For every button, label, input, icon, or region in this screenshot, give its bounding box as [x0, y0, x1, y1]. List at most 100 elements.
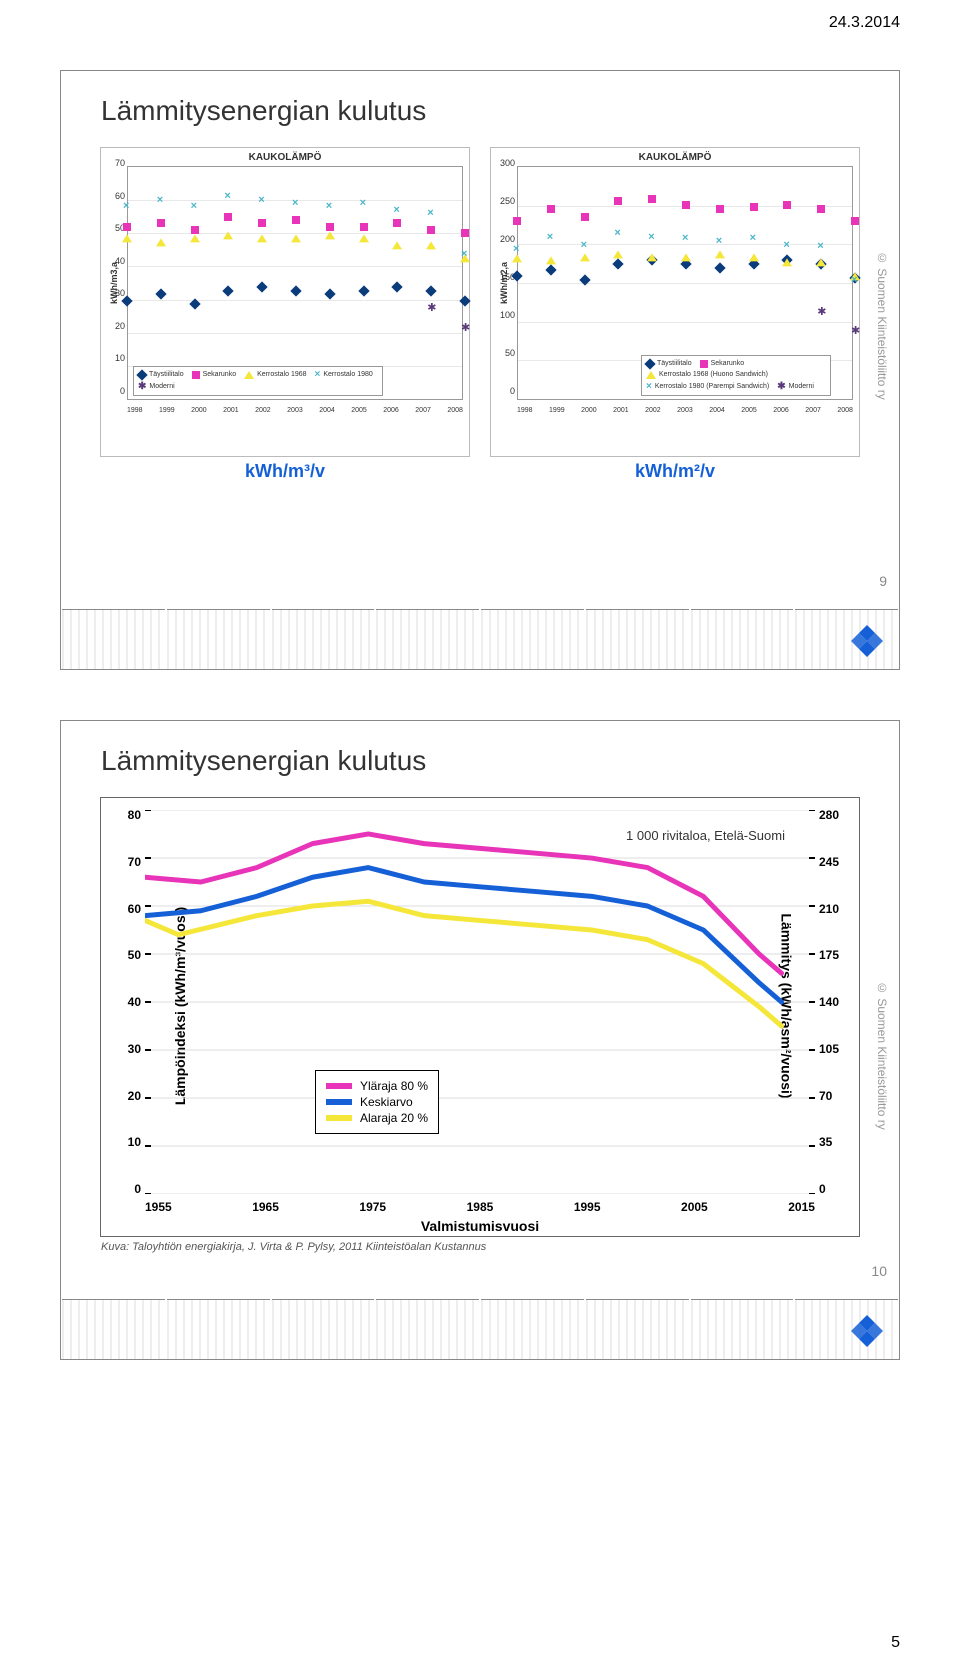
- data-point: [224, 213, 232, 221]
- data-point: [716, 205, 724, 213]
- big-chart-x-label: Valmistumisvuosi: [101, 1218, 859, 1234]
- slide-1: Lämmitysenergian kulutus © Suomen Kiinte…: [60, 70, 900, 670]
- y-axis-label: kWh/m3,a: [109, 262, 119, 304]
- chart-a-wrap: KAUKOLÄMPÖ706050403020100kWh/m3,a1998199…: [100, 147, 470, 482]
- page-date: 24.3.2014: [829, 14, 900, 32]
- data-point: [258, 219, 266, 227]
- data-point: [191, 226, 199, 234]
- big-chart: 80706050403020100 2802452101751401057035…: [100, 797, 860, 1237]
- chart-b-wrap: KAUKOLÄMPÖ300250200150100500kWh/m2,a1998…: [490, 147, 860, 482]
- data-point: [427, 226, 435, 234]
- big-chart-x-axis: 1955196519751985199520052015: [145, 1200, 815, 1214]
- big-chart-legend: Yläraja 80 %KeskiarvoAlaraja 20 %: [315, 1070, 439, 1134]
- data-point: ×: [648, 233, 656, 241]
- data-point: ×: [716, 237, 724, 245]
- data-point: [393, 219, 401, 227]
- data-point: [461, 229, 469, 237]
- data-point: [851, 217, 859, 225]
- data-point: ×: [461, 250, 469, 258]
- data-point: [749, 253, 759, 261]
- x-axis: 1998199920002001200220032004200520062007…: [127, 407, 463, 414]
- data-point: [326, 223, 334, 231]
- data-point: ✱: [427, 304, 435, 312]
- data-point: [512, 255, 522, 263]
- data-point: ×: [393, 206, 401, 214]
- data-point: ×: [224, 192, 232, 200]
- kiinteistoliitto-logo-icon: [849, 623, 885, 659]
- data-point: [581, 213, 589, 221]
- chart-title: KAUKOLÄMPÖ: [491, 148, 859, 163]
- chart-a-unit: kWh/m³/v: [100, 461, 470, 482]
- data-point: ×: [783, 241, 791, 249]
- data-point: ×: [851, 276, 859, 284]
- data-point: [513, 217, 521, 225]
- data-point: [750, 203, 758, 211]
- data-point: [715, 251, 725, 259]
- data-point: ×: [258, 196, 266, 204]
- data-point: ×: [326, 202, 334, 210]
- data-point: ×: [427, 209, 435, 217]
- slide1-number: 9: [879, 573, 887, 589]
- page-number: 5: [891, 1634, 900, 1652]
- slide2-copyright: © Suomen Kiinteistöliitto ry: [875, 981, 889, 1130]
- data-point: [546, 256, 556, 264]
- data-point: [292, 216, 300, 224]
- data-point: [647, 253, 657, 261]
- data-point: [392, 241, 402, 249]
- data-point: [426, 241, 436, 249]
- slide2-footer-decoration: [61, 1299, 899, 1359]
- big-chart-y-left: 80706050403020100: [101, 808, 141, 1196]
- big-chart-y-right: 28024521017514010570350: [819, 808, 859, 1196]
- data-point: [190, 235, 200, 243]
- data-point: [122, 235, 132, 243]
- series-line: [145, 834, 782, 973]
- legend: TäystiilitaloSekarunkoKerrostalo 1968×Ke…: [133, 366, 383, 396]
- y-axis-label: kWh/m2,a: [499, 262, 509, 304]
- data-point: ×: [123, 202, 131, 210]
- data-point: ×: [750, 234, 758, 242]
- data-point: [547, 205, 555, 213]
- data-point: ×: [614, 229, 622, 237]
- data-point: [325, 231, 335, 239]
- slide2-number: 10: [871, 1263, 887, 1279]
- data-point: [580, 253, 590, 261]
- data-point: ✱: [817, 308, 825, 316]
- x-axis: 1998199920002001200220032004200520062007…: [517, 407, 853, 414]
- data-point: [291, 235, 301, 243]
- slide2-title: Lämmitysenergian kulutus: [61, 721, 899, 777]
- chart-a: KAUKOLÄMPÖ706050403020100kWh/m3,a1998199…: [100, 147, 470, 457]
- data-point: ×: [682, 234, 690, 242]
- slide2-source: Kuva: Taloyhtiön energiakirja, J. Virta …: [61, 1237, 899, 1253]
- data-point: ×: [817, 242, 825, 250]
- slide-2: Lämmitysenergian kulutus © Suomen Kiinte…: [60, 720, 900, 1360]
- data-point: [257, 235, 267, 243]
- page: 24.3.2014 Lämmitysenergian kulutus © Suo…: [0, 0, 960, 1672]
- data-point: ×: [581, 241, 589, 249]
- big-chart-svg: [145, 810, 815, 1194]
- data-point: [817, 205, 825, 213]
- data-point: [360, 223, 368, 231]
- kiinteistoliitto-logo-icon: [849, 1313, 885, 1349]
- data-point: [682, 201, 690, 209]
- big-chart-annotation: 1 000 rivitaloa, Etelä-Suomi: [626, 828, 785, 843]
- slide1-title: Lämmitysenergian kulutus: [61, 71, 899, 127]
- legend: TäystiilitaloSekarunkoKerrostalo 1968 (H…: [641, 355, 831, 396]
- data-point: ×: [292, 199, 300, 207]
- data-point: [157, 219, 165, 227]
- data-point: ×: [513, 245, 521, 253]
- data-point: [613, 251, 623, 259]
- data-point: ×: [157, 196, 165, 204]
- slide1-copyright: © Suomen Kiinteistöliitto ry: [875, 251, 889, 400]
- data-point: [156, 238, 166, 246]
- data-point: [359, 235, 369, 243]
- big-chart-plot: 1 000 rivitaloa, Etelä-Suomi Yläraja 80 …: [145, 810, 815, 1194]
- data-point: [782, 259, 792, 267]
- data-point: [123, 223, 131, 231]
- charts-row: KAUKOLÄMPÖ706050403020100kWh/m3,a1998199…: [61, 127, 899, 482]
- data-point: ✱: [461, 324, 469, 332]
- data-point: [681, 253, 691, 261]
- slide1-footer-decoration: [61, 609, 899, 669]
- data-point: [816, 259, 826, 267]
- chart-b-unit: kWh/m²/v: [490, 461, 860, 482]
- data-point: ×: [191, 202, 199, 210]
